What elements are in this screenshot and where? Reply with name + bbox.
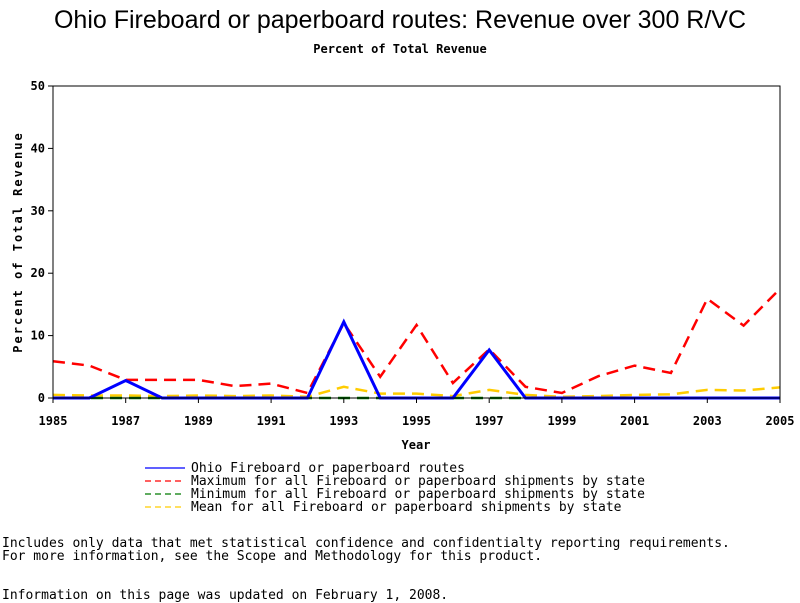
x-tick-label: 1999 [547,414,576,428]
series-line-0 [53,318,780,400]
y-tick-label: 10 [31,329,45,343]
line-chart: 1985 1987 1989 1991 1993 1995 1997 1999 2001 2003… [11,79,795,515]
series-line-1 [52,287,781,395]
legend-label: Maximum for all Fireboard or paperboard … [191,474,645,489]
y-axis-label: Percent of Total Revenue [11,131,25,352]
legend-label: Minimum for all Fireboard or paperboard … [191,487,645,502]
x-tick-label: 2003 [693,414,722,428]
legend-label: Mean for all Fireboard or paperboard shi… [191,500,622,515]
note-methodology: For more information, see the Scope and … [2,549,543,564]
note-updated: Information on this page was updated on … [2,588,449,603]
chart-subtitle: Percent of Total Revenue [313,42,487,56]
y-tick-label: 20 [31,266,45,280]
legend: Ohio Fireboard or paperboard routesMaxim… [145,461,645,515]
x-axis-label: Year [402,438,431,452]
x-tick-label: 2005 [766,414,795,428]
chart-title: Ohio Fireboard or paperboard routes: Rev… [53,6,747,34]
x-tick-label: 1995 [402,414,431,428]
series-line-3 [52,385,781,399]
x-tick-label: 2001 [620,414,649,428]
y-tick-label: 50 [31,79,45,93]
legend-label: Ohio Fireboard or paperboard routes [191,461,465,476]
x-tick-label: 1991 [257,414,286,428]
x-tick-label: 1997 [475,414,504,428]
x-tick-label: 1993 [329,414,358,428]
plot-marks [52,287,781,400]
plot-area-frame [52,85,781,399]
x-tick-label: 1987 [111,414,140,428]
x-axis: 1985 1987 1989 1991 1993 1995 1997 1999 2001 2003… [39,398,795,428]
y-tick-label: 30 [31,204,45,218]
x-tick-label: 1985 [39,414,68,428]
y-tick-label: 0 [38,391,45,405]
note-confidence: Includes only data that met statistical … [2,536,730,551]
y-axis: 0 10 20 30 40 50 [31,79,53,405]
x-tick-label: 1989 [184,414,213,428]
y-tick-label: 40 [31,141,45,155]
